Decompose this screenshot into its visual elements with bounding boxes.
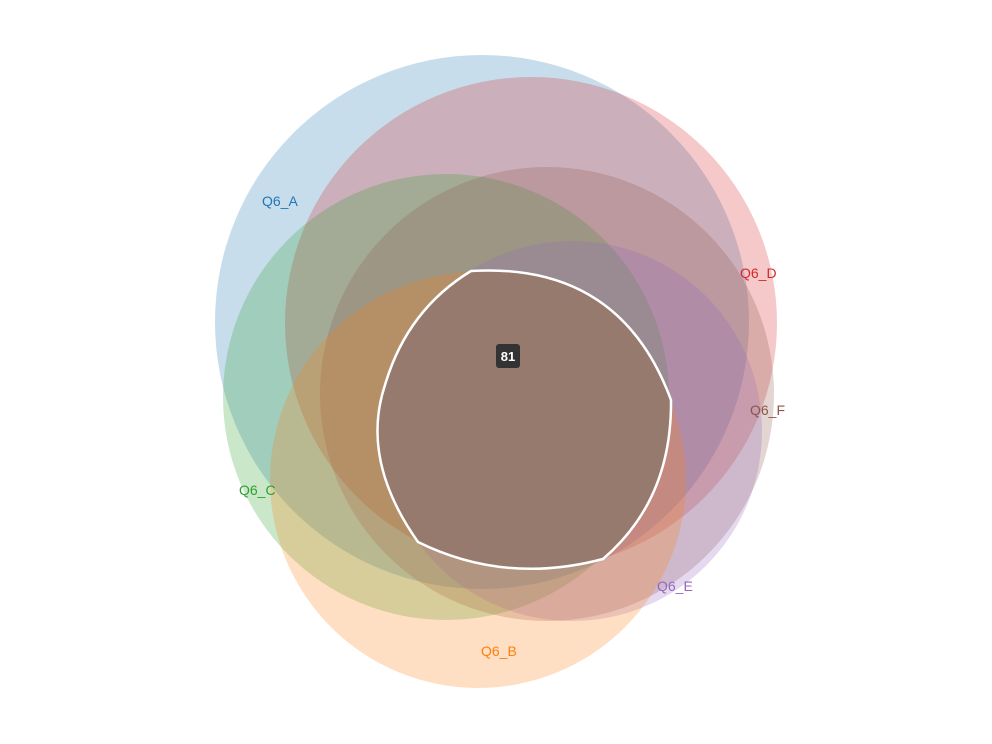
count-badge-background [496, 344, 520, 368]
set-label-q6-a: Q6_A [262, 193, 298, 209]
intersection-region-all-sets[interactable] [376, 269, 673, 571]
set-label-q6-c: Q6_C [239, 482, 276, 498]
set-label-q6-b: Q6_B [481, 643, 517, 659]
set-label-q6-f: Q6_F [750, 402, 785, 418]
set-label-q6-e: Q6_E [657, 578, 693, 594]
set-label-q6-d: Q6_D [740, 265, 777, 281]
count-label: 81 [501, 349, 515, 364]
count-badge: 81 [496, 344, 520, 368]
